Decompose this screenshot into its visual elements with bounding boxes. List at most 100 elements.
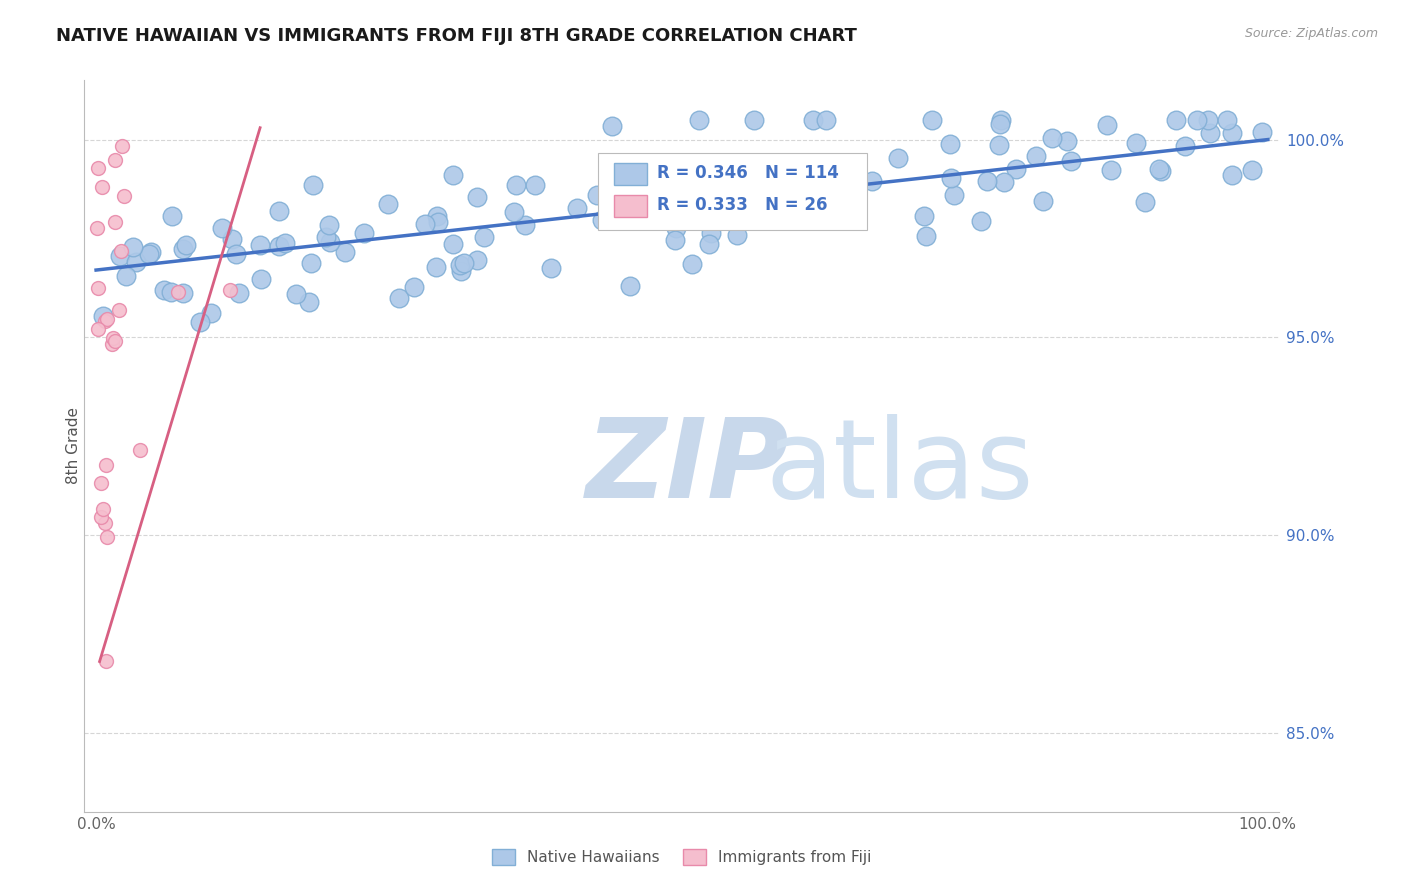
Point (860, 174, 883, 188)
Y-axis label: 8th Grade: 8th Grade (66, 408, 80, 484)
Point (110, 244, 132, 259)
Point (353, 227, 375, 241)
Point (970, 213, 993, 227)
Point (1149, 162, 1171, 177)
Point (1166, 112, 1188, 127)
Point (221, 232, 243, 246)
Point (122, 240, 145, 254)
Point (786, 176, 808, 190)
Point (104, 215, 127, 229)
Point (565, 201, 588, 215)
Point (1174, 139, 1197, 153)
Point (465, 190, 488, 204)
Point (274, 235, 297, 250)
Point (111, 139, 134, 153)
Point (1040, 130, 1063, 145)
Point (225, 247, 247, 261)
Point (465, 252, 488, 267)
Point (1025, 149, 1047, 163)
Point (172, 242, 194, 256)
Point (725, 228, 748, 243)
Point (377, 196, 399, 211)
Point (912, 210, 935, 224)
Point (172, 285, 194, 300)
Point (167, 285, 190, 299)
Point (523, 178, 546, 192)
Point (96, 530, 118, 544)
Point (128, 443, 150, 458)
Point (1222, 126, 1244, 140)
Point (249, 238, 271, 252)
Point (786, 164, 808, 178)
Point (505, 178, 527, 193)
Point (86, 161, 108, 175)
Point (162, 210, 184, 224)
Point (638, 169, 661, 183)
Point (219, 283, 242, 297)
Point (200, 306, 222, 320)
Point (425, 260, 447, 275)
Point (742, 112, 765, 127)
Point (1060, 154, 1083, 169)
Point (402, 280, 425, 294)
Point (721, 178, 744, 193)
Point (1056, 134, 1078, 148)
Point (939, 136, 962, 151)
Legend: Native Hawaiians, Immigrants from Fiji: Native Hawaiians, Immigrants from Fiji (488, 845, 876, 870)
FancyBboxPatch shape (599, 153, 868, 230)
Point (315, 230, 337, 244)
Point (267, 204, 290, 219)
Point (94, 458, 117, 473)
Point (832, 166, 855, 180)
Point (591, 213, 613, 227)
Point (586, 188, 609, 202)
Point (115, 268, 138, 283)
Point (91, 501, 114, 516)
Point (284, 287, 307, 301)
Text: NATIVE HAWAIIAN VS IMMIGRANTS FROM FIJI 8TH GRADE CORRELATION CHART: NATIVE HAWAIIAN VS IMMIGRANTS FROM FIJI … (56, 27, 858, 45)
Point (540, 261, 562, 276)
Point (441, 168, 464, 182)
Point (695, 177, 717, 191)
Point (688, 112, 710, 127)
Text: Source: ZipAtlas.com: Source: ZipAtlas.com (1244, 27, 1378, 40)
Point (801, 112, 824, 127)
Point (1241, 162, 1264, 177)
Point (94, 654, 117, 668)
Point (472, 229, 495, 244)
Point (1199, 126, 1222, 140)
Point (104, 334, 127, 348)
FancyBboxPatch shape (614, 163, 647, 185)
Point (1150, 164, 1173, 178)
FancyBboxPatch shape (614, 195, 647, 217)
Point (298, 295, 321, 310)
Point (441, 236, 464, 251)
Point (100, 337, 122, 351)
Point (700, 227, 723, 241)
Point (301, 178, 323, 192)
Point (797, 185, 820, 199)
Point (211, 220, 233, 235)
Point (515, 218, 537, 232)
Point (1220, 168, 1243, 182)
Point (1216, 112, 1239, 127)
Point (125, 254, 148, 268)
Point (453, 255, 475, 269)
Point (993, 175, 1015, 189)
Point (887, 151, 910, 165)
Point (988, 137, 1011, 152)
Point (93, 516, 115, 530)
Point (93, 314, 115, 328)
Point (250, 271, 273, 285)
Point (1185, 112, 1208, 127)
Point (1133, 194, 1156, 209)
Text: atlas: atlas (766, 415, 1033, 522)
Point (87, 322, 110, 336)
Point (413, 217, 436, 231)
Point (91, 310, 114, 324)
Point (619, 279, 641, 293)
Point (228, 286, 250, 301)
Point (139, 245, 162, 260)
Point (188, 315, 211, 329)
Point (1197, 112, 1219, 127)
